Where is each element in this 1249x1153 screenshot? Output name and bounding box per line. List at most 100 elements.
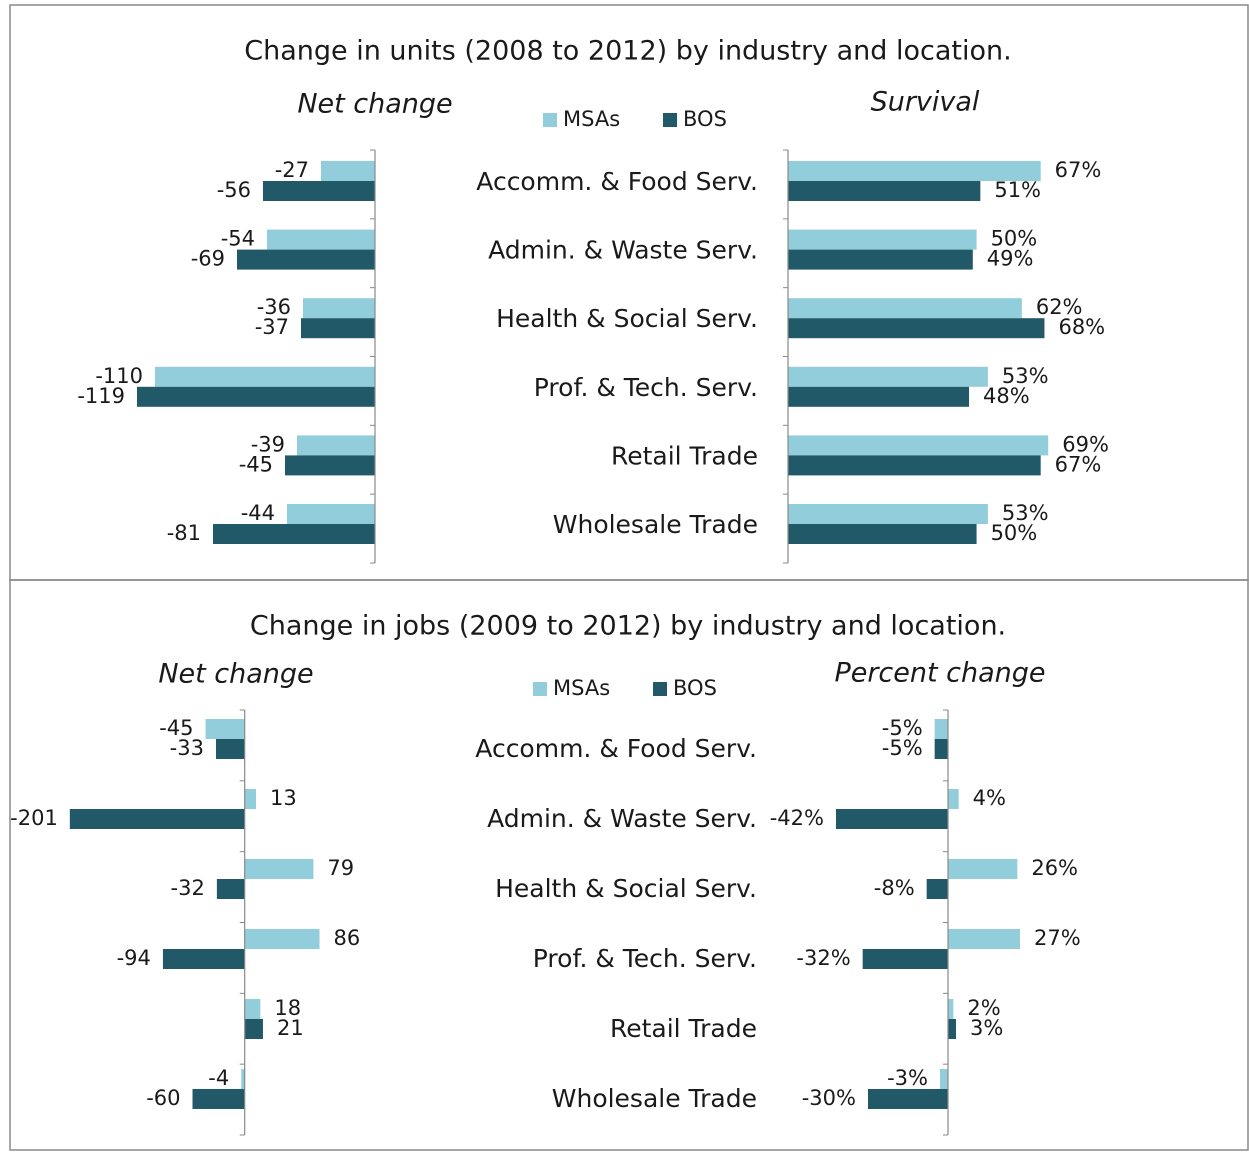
- value-label: -30%: [802, 1086, 856, 1110]
- category-label: Prof. & Tech. Serv.: [533, 944, 757, 973]
- value-label: -5%: [882, 736, 923, 760]
- bar: [285, 455, 375, 476]
- bar: [192, 1089, 245, 1109]
- bar: [216, 879, 245, 899]
- bar: [926, 879, 948, 899]
- bar: [241, 1069, 245, 1089]
- value-label: -4: [208, 1066, 229, 1090]
- bar: [948, 789, 959, 809]
- bar: [788, 504, 988, 524]
- bar: [205, 719, 245, 739]
- value-label: -3%: [887, 1066, 928, 1090]
- bar: [934, 739, 948, 759]
- value-label: 3%: [970, 1016, 1003, 1040]
- bar: [267, 229, 375, 250]
- chart-title: Change in units (2008 to 2012) by indust…: [244, 36, 1011, 67]
- bar: [788, 161, 1041, 181]
- bar: [244, 859, 314, 879]
- bar: [948, 929, 1020, 949]
- bar: [213, 524, 375, 544]
- value-label: 68%: [1058, 315, 1105, 339]
- panel-subtitle: Percent change: [834, 658, 1045, 689]
- value-label: -8%: [874, 876, 915, 900]
- value-label: -201: [10, 806, 58, 830]
- bar: [836, 809, 948, 829]
- bar: [287, 504, 375, 524]
- panel-subtitle: Net change: [158, 659, 313, 690]
- bar: [788, 318, 1045, 339]
- value-label: 50%: [991, 227, 1038, 251]
- bar: [301, 318, 375, 339]
- value-label: -110: [95, 364, 143, 388]
- value-label: -94: [117, 946, 151, 970]
- category-label: Retail Trade: [610, 1014, 757, 1043]
- legend-label: BOS: [683, 107, 727, 131]
- value-label: 4%: [973, 786, 1006, 810]
- legend-swatch: [533, 682, 547, 696]
- bar: [788, 181, 981, 201]
- panel-subtitle: Net change: [297, 89, 452, 120]
- category-label: Accomm. & Food Serv.: [476, 167, 758, 196]
- category-label: Health & Social Serv.: [495, 874, 757, 903]
- bar: [244, 929, 320, 949]
- value-label: -56: [217, 178, 251, 202]
- category-label: Wholesale Trade: [553, 510, 758, 539]
- bar: [162, 949, 245, 969]
- value-label: 13: [270, 786, 297, 810]
- bar: [244, 789, 257, 809]
- value-label: -32: [171, 876, 205, 900]
- value-label: -119: [77, 384, 125, 408]
- bar: [788, 366, 988, 387]
- value-label: -33: [170, 736, 204, 760]
- legend-label: MSAs: [563, 107, 620, 131]
- bar: [862, 949, 948, 969]
- category-label: Admin. & Waste Serv.: [487, 804, 757, 833]
- bar: [788, 386, 970, 407]
- value-label: 50%: [991, 521, 1038, 545]
- legend-label: BOS: [673, 676, 717, 700]
- category-label: Retail Trade: [611, 441, 758, 470]
- bar: [788, 435, 1049, 456]
- bar: [297, 435, 375, 456]
- bar: [321, 161, 375, 181]
- bar: [934, 719, 948, 739]
- panel-subtitle: Survival: [871, 87, 980, 118]
- value-label: 69%: [1062, 432, 1109, 456]
- legend-label: MSAs: [553, 676, 610, 700]
- value-label: 21: [277, 1016, 304, 1040]
- bar: [155, 366, 375, 387]
- bar: [788, 298, 1022, 319]
- chart-title: Change in jobs (2009 to 2012) by industr…: [250, 611, 1006, 642]
- value-label: 49%: [987, 247, 1034, 271]
- bar: [788, 229, 977, 250]
- value-label: -36: [257, 295, 291, 319]
- value-label: 67%: [1055, 158, 1102, 182]
- bar: [244, 999, 261, 1019]
- bar: [948, 999, 954, 1019]
- value-label: 26%: [1031, 856, 1078, 880]
- category-label: Accomm. & Food Serv.: [475, 734, 757, 763]
- value-label: 53%: [1002, 501, 1049, 525]
- value-label: -81: [167, 521, 201, 545]
- panel-border: [9, 4, 1249, 581]
- value-label: -45: [239, 452, 273, 476]
- bar: [237, 249, 375, 270]
- value-label: 2%: [967, 996, 1000, 1020]
- bar: [788, 249, 973, 270]
- bar: [868, 1089, 948, 1109]
- value-label: 51%: [994, 178, 1041, 202]
- category-label: Prof. & Tech. Serv.: [534, 373, 758, 402]
- bar: [788, 455, 1041, 476]
- value-label: 53%: [1002, 364, 1049, 388]
- category-label: Health & Social Serv.: [496, 304, 758, 333]
- bar: [303, 298, 375, 319]
- bar: [244, 1019, 263, 1039]
- bar: [69, 809, 245, 829]
- bar: [137, 386, 375, 407]
- value-label: -45: [159, 716, 193, 740]
- legend-swatch: [543, 113, 557, 127]
- legend-swatch: [653, 682, 667, 696]
- value-label: -37: [255, 315, 289, 339]
- value-label: 86: [334, 926, 361, 950]
